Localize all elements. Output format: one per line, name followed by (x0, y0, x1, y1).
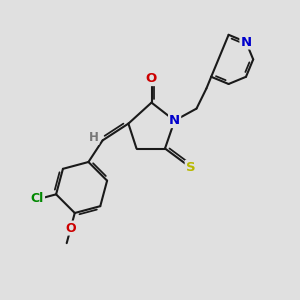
Text: S: S (186, 161, 195, 174)
Text: O: O (146, 72, 157, 85)
Text: Cl: Cl (31, 192, 44, 205)
Text: N: N (169, 114, 180, 127)
Text: O: O (65, 222, 76, 235)
Text: H: H (89, 131, 98, 144)
Text: N: N (240, 35, 252, 49)
